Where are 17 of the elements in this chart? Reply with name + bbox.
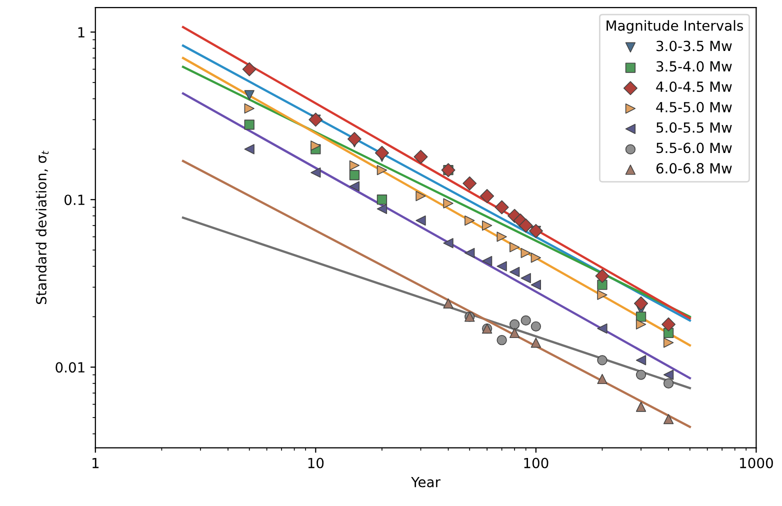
- y-tick-label: 1: [78, 27, 84, 38]
- x-tick-label: 1000: [740, 458, 773, 468]
- legend-label: 4.0-4.5 Mw: [656, 81, 732, 92]
- x-axis-title: Year: [411, 476, 441, 488]
- x-tick-label: 10: [308, 458, 324, 468]
- y-axis-title: Standard deviation, σ$_{t}$: [36, 150, 49, 304]
- legend-label: 5.5-6.0 Mw: [656, 142, 732, 154]
- legend-label: 4.5-5.0 Mw: [656, 102, 732, 112]
- legend-label: 6.0-6.8 Mw: [656, 163, 732, 174]
- legend-label: 3.0-3.5 Mw: [656, 40, 732, 52]
- y-tick-label: 0.1: [64, 194, 84, 206]
- legend-label: 5.0-5.5 Mw: [656, 122, 732, 133]
- x-tick-label: 1: [92, 458, 99, 468]
- legend-title: Magnitude Intervals: [606, 20, 744, 34]
- legend-label: 3.5-4.0 Mw: [656, 61, 732, 72]
- y-tick-label: 0.01: [56, 362, 84, 373]
- x-tick-label: 100: [524, 458, 548, 468]
